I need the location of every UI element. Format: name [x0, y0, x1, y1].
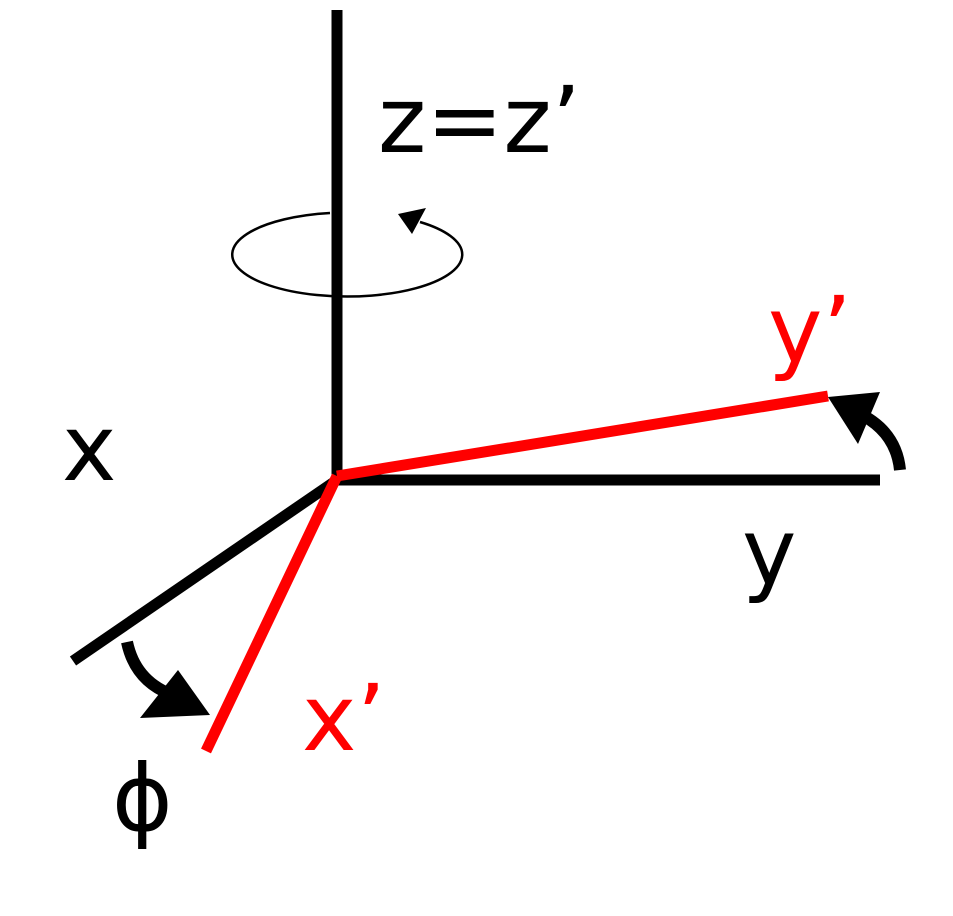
- x-prime-axis: [201, 473, 342, 754]
- y-axis-label: y: [742, 499, 796, 606]
- y-prime-axis: [336, 390, 829, 482]
- x-axis: [69, 475, 341, 666]
- phi-angle-label: ϕ: [112, 745, 173, 852]
- z-axis-label: z=z’: [378, 67, 581, 174]
- rotation-arrow-icon: [231, 208, 464, 298]
- x-prime-label: x’: [302, 665, 386, 772]
- phi-rotation-arrow-icon: [121, 640, 210, 718]
- y-rotation-arrow-icon: [828, 392, 906, 471]
- y-prime-label: y’: [768, 277, 852, 384]
- x-axis-label: x: [62, 395, 116, 502]
